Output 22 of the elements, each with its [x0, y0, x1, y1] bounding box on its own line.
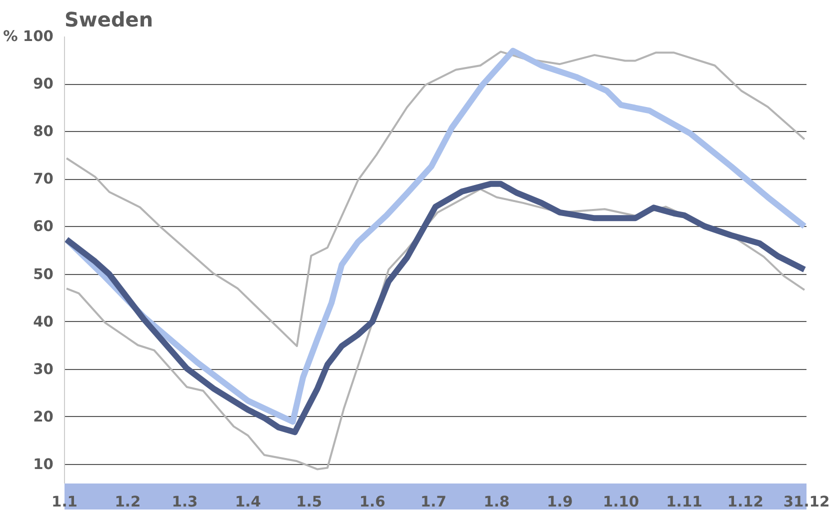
y-tick-label: 60 [33, 218, 54, 236]
x-tick-label: 1.5 [296, 494, 322, 510]
x-tick-label: 1.8 [484, 494, 510, 510]
x-tick-label: 1.7 [420, 494, 446, 510]
x-tick-label: 1.4 [234, 494, 261, 510]
x-tick-label: 1.12 [727, 494, 764, 510]
y-tick-label: 90 [33, 76, 54, 93]
x-tick-label: 1.9 [546, 494, 573, 510]
y-tick-label: 30 [33, 360, 54, 378]
y-tick-label: 80 [33, 123, 54, 140]
x-tick-label: 1.6 [359, 494, 386, 510]
y-tick-label: 10 [33, 456, 54, 473]
x-tick-label: 1.2 [114, 494, 141, 510]
y-tick-label: % 100 [3, 28, 54, 45]
y-tick-label: 50 [33, 266, 54, 283]
x-tick-label: 1.11 [666, 494, 702, 510]
x-tick-label: 1.10 [602, 494, 640, 510]
x-tick-label: 1.3 [172, 494, 198, 510]
chart-title: Sweden [64, 8, 154, 32]
y-tick-label: 40 [33, 313, 54, 330]
y-tick-label: 20 [33, 408, 54, 426]
y-tick-label: 70 [33, 170, 54, 188]
